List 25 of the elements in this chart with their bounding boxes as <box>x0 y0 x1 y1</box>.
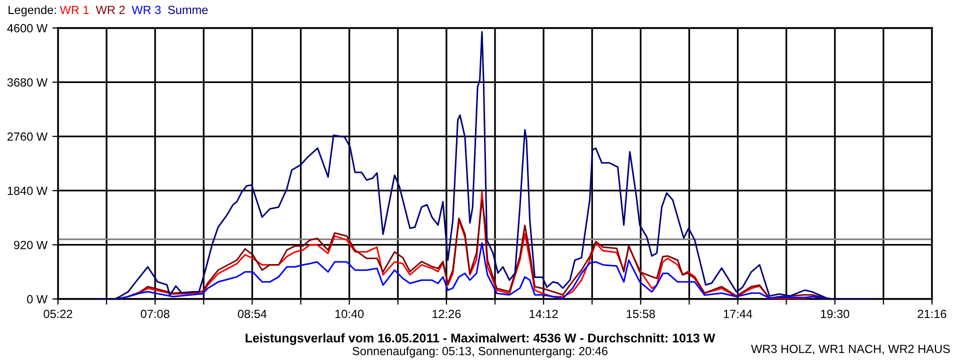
y-tick-label: 920 W <box>14 240 48 250</box>
y-tick-label: 2760 W <box>7 132 48 141</box>
x-tick-label: 10:40 <box>335 310 364 318</box>
legend-title: Legende: <box>8 5 56 16</box>
x-tick-label: 17:44 <box>724 310 752 318</box>
x-tick-label: 14:12 <box>530 310 558 318</box>
x-tick-label: 08:54 <box>238 310 267 318</box>
text: Sonnenaufgang: 05:13, Sonnenuntergang: 20:46 <box>352 346 608 358</box>
y-tick-label: 0 W <box>27 295 48 304</box>
text: WR 1 <box>60 6 89 14</box>
x-tick-label: 15:58 <box>626 310 655 318</box>
text: Leistungsverlauf vom 16.05.2011 - Maximalwert: 4536 W - Durchschnitt: 1013 W <box>246 333 716 345</box>
y-tick-label: 3680 W <box>7 78 48 87</box>
x-tick-label: 12:26 <box>432 310 461 318</box>
y-tick-label: 4600 W <box>7 24 48 32</box>
text: Summe <box>168 6 208 14</box>
text: WR 2 <box>96 6 125 14</box>
text: WR 3 <box>132 6 161 14</box>
y-tick-label: 1840 W <box>8 186 48 195</box>
x-tick-label: 05:22 <box>44 310 72 318</box>
x-tick-label: 21:16 <box>918 310 946 318</box>
x-tick-label: 07:08 <box>140 310 170 318</box>
x-tick-label: 19:30 <box>821 310 850 318</box>
text: WR3 HOLZ, WR1 NACH, WR2 HAUS <box>751 344 950 354</box>
line-series <box>96 31 872 299</box>
